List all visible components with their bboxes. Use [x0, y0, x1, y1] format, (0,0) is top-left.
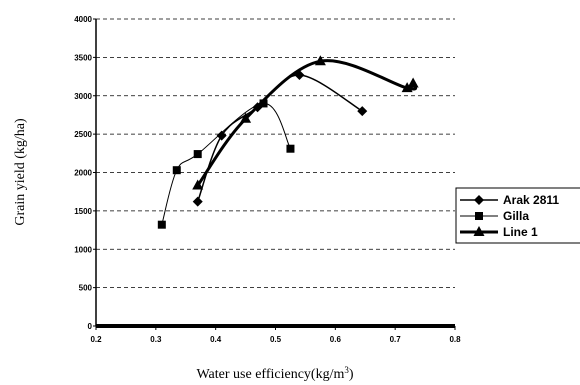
data-point-arak-2811	[216, 130, 227, 141]
y-tick-label: 1000	[74, 245, 92, 254]
data-point-line-1	[192, 179, 204, 190]
data-point-gilla	[172, 166, 181, 175]
data-point-gilla	[259, 99, 268, 108]
y-tick-label: 1500	[74, 207, 92, 216]
data-point-line-1	[401, 82, 413, 93]
data-point-gilla	[286, 144, 295, 153]
series-line-line-1	[196, 59, 418, 187]
x-tick-labels: 0.2 0.3 0.4 0.5 0.6 0.7 0.8	[90, 335, 461, 344]
data-point-gilla	[157, 220, 166, 229]
data-point-line-1	[407, 77, 419, 88]
y-tick-label: 3500	[74, 53, 92, 62]
x-tick-label: 0.5	[270, 335, 282, 344]
x-tick-label: 0.3	[150, 335, 162, 344]
legend-marker-arak-2811	[474, 195, 484, 205]
data-point-arak-2811	[357, 106, 368, 117]
y-tick-label: 4000	[74, 15, 92, 24]
x-tick-label: 0.4	[210, 335, 222, 344]
legend: Arak 2811 Gilla Line 1	[455, 187, 580, 244]
x-tick-label: 0.2	[90, 335, 102, 344]
y-axis-title: Grain yield (kg/ha)	[13, 118, 28, 226]
data-point-line-1	[314, 55, 326, 66]
series-lines	[157, 55, 419, 229]
y-tick-label: 3000	[74, 92, 92, 101]
x-tick-label: 0.8	[449, 335, 461, 344]
series-line-gilla	[161, 102, 291, 225]
legend-label-gilla: Gilla	[503, 209, 529, 223]
y-tick-labels: 0 500 1000 1500 2000 2500 3000 3500 4000	[74, 15, 92, 331]
x-tick-label: 0.6	[330, 335, 342, 344]
x-tick-label: 0.7	[390, 335, 402, 344]
legend-label-line-1: Line 1	[503, 225, 538, 239]
y-tick-label: 0	[88, 322, 93, 331]
grid-lines	[96, 18, 455, 289]
legend-marker-gilla	[475, 212, 483, 220]
x-axis-title: Water use efficiency(kg/m3)	[196, 365, 353, 382]
data-point-gilla	[193, 150, 202, 159]
data-point-line-1	[240, 112, 252, 123]
legend-marker-line-1	[473, 226, 485, 236]
y-tick-label: 2000	[74, 169, 92, 178]
data-point-arak-2811	[192, 196, 203, 207]
y-tick-label: 500	[79, 284, 93, 293]
y-tick-label: 2500	[74, 130, 92, 139]
legend-label-arak-2811: Arak 2811	[503, 193, 559, 207]
axes	[93, 18, 456, 330]
